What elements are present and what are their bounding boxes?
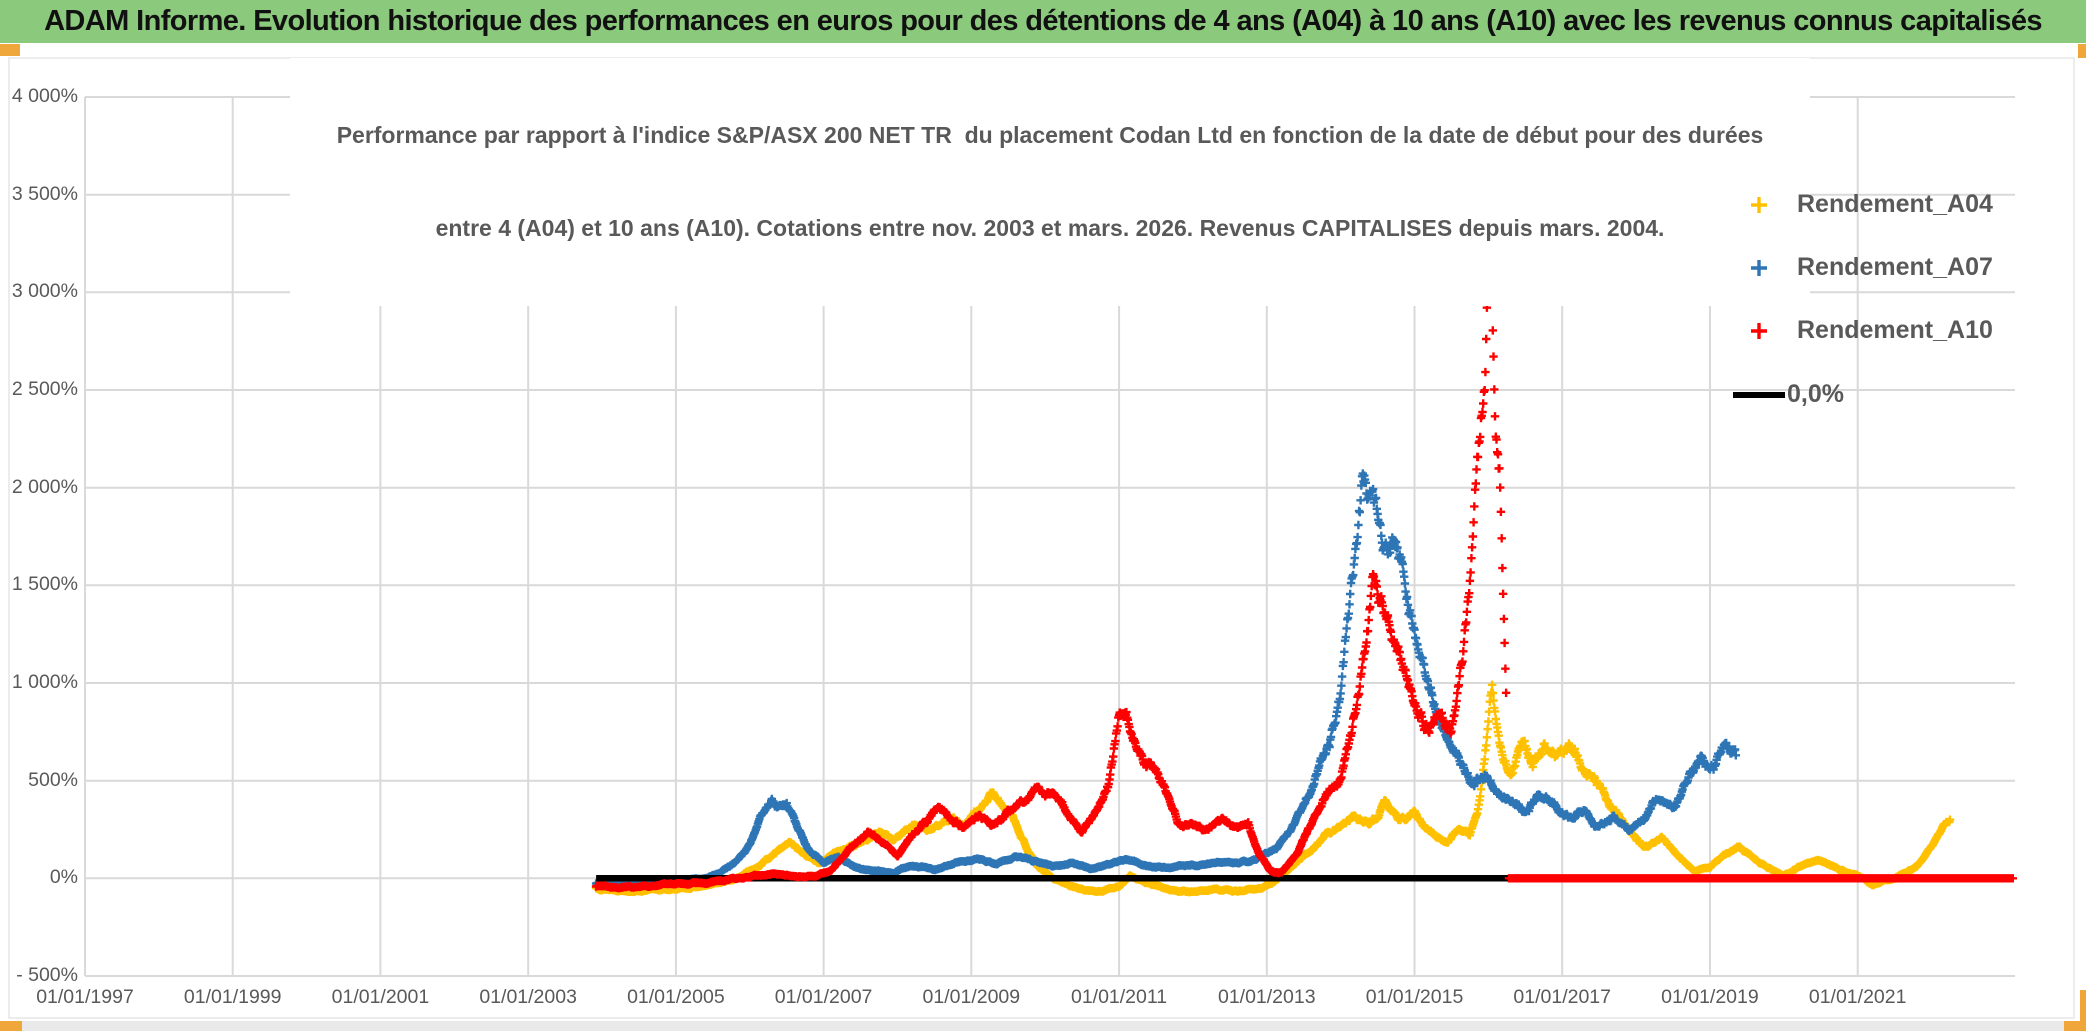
x-axis-label: 01/01/2005 [627, 986, 725, 1008]
chart-title[interactable]: Performance par rapport à l'indice S&P/A… [290, 58, 1810, 306]
y-axis-label: 2 500% [11, 378, 78, 400]
accent-mark-bottom-left [0, 1021, 22, 1031]
x-axis-label: 01/01/2003 [479, 986, 577, 1008]
y-axis-label: 3 000% [11, 280, 78, 303]
series-rendement_a07[interactable] [591, 469, 1740, 890]
x-axis-label: 01/01/2011 [1070, 986, 1168, 1008]
legend-label: Rendement_A10 [1797, 316, 1993, 344]
zero-line-swatch-icon [1733, 391, 1785, 398]
x-axis-label: 01/01/2017 [1513, 986, 1612, 1008]
accent-mark-right-edge [2080, 990, 2086, 1031]
chart-title-line2: entre 4 (A04) et 10 ans (A10). Cotations… [435, 215, 1665, 241]
plus-marker-icon [1751, 322, 1767, 339]
legend-label: Rendement_A07 [1797, 253, 1993, 281]
y-axis-label: 2 000% [11, 475, 78, 498]
accent-mark-top-right [2078, 44, 2086, 58]
legend-label: 0,0% [1787, 380, 1844, 408]
header-bar: ADAM Informe. Evolution historique des p… [0, 0, 2086, 43]
header-title: ADAM Informe. Evolution historique des p… [44, 5, 2042, 37]
accent-mark-top-left [0, 44, 20, 56]
x-axis-label: 01/01/2009 [922, 986, 1021, 1008]
y-axis-label: 500% [28, 768, 78, 791]
bottom-bar [0, 1021, 2086, 1031]
x-axis-label: 01/01/2013 [1217, 986, 1316, 1008]
legend-label: Rendement_A04 [1797, 190, 1993, 218]
series-rendement_a04[interactable] [591, 680, 1955, 897]
y-axis-label: - 500% [16, 964, 78, 986]
x-axis-label: 01/01/2021 [1808, 986, 1907, 1008]
series-rendement_a10[interactable] [591, 246, 2017, 893]
legend-item-rendement-a07[interactable]: Rendement_A07 [1748, 253, 1993, 282]
x-axis-label: 01/01/2015 [1365, 986, 1464, 1008]
y-axis-label: 1 500% [11, 573, 78, 596]
y-axis-label: 4 000% [11, 85, 78, 107]
accent-mark-bottom-right [2064, 1021, 2086, 1031]
plus-marker-icon [1751, 259, 1767, 276]
y-axis-label: 1 000% [11, 671, 78, 693]
y-axis-label: 3 500% [11, 182, 78, 205]
y-axis-label: 0% [49, 866, 78, 889]
x-axis-label: 01/01/2007 [774, 986, 873, 1008]
legend-item-zero-line[interactable]: 0,0% [1733, 380, 1844, 409]
x-axis-label: 01/01/1997 [36, 986, 134, 1008]
plus-marker-icon [1751, 196, 1767, 213]
x-axis-label: 01/01/2019 [1661, 986, 1759, 1008]
chart-title-line1: Performance par rapport à l'indice S&P/A… [336, 122, 1764, 148]
legend-item-rendement-a10[interactable]: Rendement_A10 [1748, 316, 1993, 345]
x-axis-label: 01/01/1999 [183, 986, 282, 1008]
legend-item-rendement-a04[interactable]: Rendement_A04 [1748, 190, 1993, 219]
x-axis-label: 01/01/2001 [331, 986, 430, 1008]
